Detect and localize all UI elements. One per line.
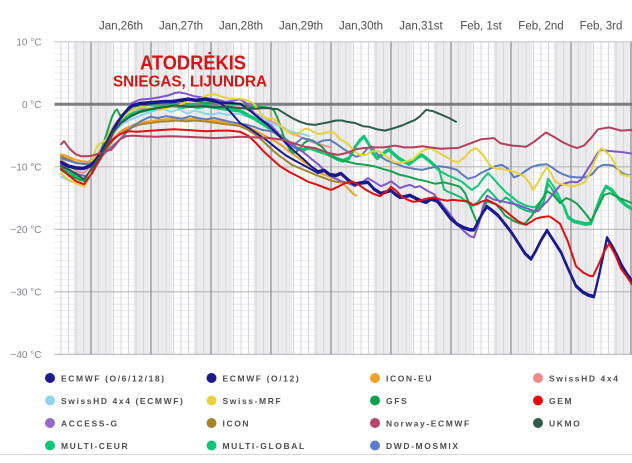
svg-text:ICON: ICON xyxy=(223,418,251,428)
svg-text:Swiss-MRF: Swiss-MRF xyxy=(223,396,283,406)
svg-text:Jan,28th: Jan,28th xyxy=(219,21,263,33)
svg-text:−10 °C: −10 °C xyxy=(11,162,42,173)
svg-text:GFS: GFS xyxy=(386,396,408,406)
svg-text:SwissHD 4x4 (ECMWF): SwissHD 4x4 (ECMWF) xyxy=(61,396,184,406)
svg-text:Jan,31st: Jan,31st xyxy=(399,21,443,33)
svg-text:−20 °C: −20 °C xyxy=(11,225,42,236)
svg-text:Norway-ECMWF: Norway-ECMWF xyxy=(386,418,471,428)
svg-text:Jan,29th: Jan,29th xyxy=(279,21,323,33)
svg-text:ACCESS-G: ACCESS-G xyxy=(61,418,119,428)
svg-text:SNIEGAS, LIJUNDRA: SNIEGAS, LIJUNDRA xyxy=(113,74,267,91)
svg-text:UKMO: UKMO xyxy=(549,418,581,428)
svg-text:ECMWF (O/6/12/18): ECMWF (O/6/12/18) xyxy=(61,373,166,383)
svg-text:−30 °C: −30 °C xyxy=(11,287,42,298)
svg-text:−40 °C: −40 °C xyxy=(11,350,42,361)
svg-text:Jan,26th: Jan,26th xyxy=(99,21,143,33)
svg-text:Feb, 2nd: Feb, 2nd xyxy=(518,21,563,33)
svg-text:GEM: GEM xyxy=(549,396,573,406)
svg-text:Feb, 1st: Feb, 1st xyxy=(460,21,502,33)
svg-text:Jan,27th: Jan,27th xyxy=(159,21,203,33)
svg-text:MULTI-GLOBAL: MULTI-GLOBAL xyxy=(223,441,306,451)
svg-text:MULTI-CEUR: MULTI-CEUR xyxy=(61,441,129,451)
svg-text:SwissHD 4x4: SwissHD 4x4 xyxy=(549,373,620,383)
svg-text:ECMWF (O/12): ECMWF (O/12) xyxy=(223,373,301,383)
svg-text:Jan,30th: Jan,30th xyxy=(339,21,383,33)
svg-text:10 °C: 10 °C xyxy=(16,37,41,48)
svg-text:ICON-EU: ICON-EU xyxy=(386,373,433,383)
svg-text:Feb, 3rd: Feb, 3rd xyxy=(580,21,623,33)
svg-text:ATODRĖKIS: ATODRĖKIS xyxy=(140,52,246,75)
svg-text:DWD-MOSMIX: DWD-MOSMIX xyxy=(386,441,460,451)
svg-text:0 °C: 0 °C xyxy=(22,100,42,111)
